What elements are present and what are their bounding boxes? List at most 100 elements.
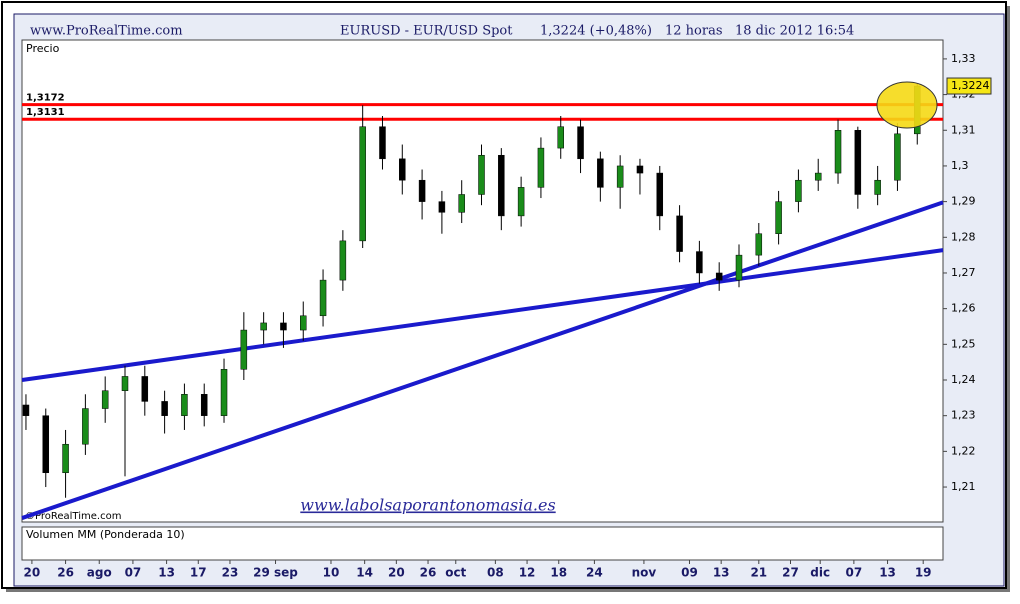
y-tick-label: 1,27 <box>951 266 976 279</box>
y-tick-label: 1,23 <box>951 409 976 422</box>
candle-body <box>82 408 89 445</box>
x-tick-label: 13 <box>713 566 730 580</box>
candle-body <box>557 126 564 149</box>
x-tick-label: 07 <box>125 566 142 580</box>
x-tick-label: 29 sep <box>253 566 298 580</box>
candle-body <box>735 254 743 281</box>
candle-body <box>22 404 30 416</box>
candle-body <box>399 158 406 181</box>
x-tick-label: 08 <box>487 566 504 580</box>
x-tick-label: 07 <box>846 566 863 580</box>
candle-body <box>894 133 901 181</box>
x-tick-label: 20 <box>388 566 405 580</box>
x-tick-label: dic <box>810 566 830 580</box>
period: 12 horas <box>665 24 723 39</box>
x-tick-label: 26 <box>57 566 74 580</box>
symbol: EURUSD - EUR/USD Spot <box>340 24 513 39</box>
x-tick-label: 26 <box>420 566 437 580</box>
last-price-label: 1,3224 <box>951 79 990 92</box>
y-tick-label: 1,25 <box>951 337 976 350</box>
candle-body <box>280 322 287 331</box>
x-tick-label: 23 <box>222 566 239 580</box>
x-tick-label: 14 <box>356 566 373 580</box>
candle-body <box>240 329 248 370</box>
candle-body <box>200 394 208 416</box>
trendline <box>21 248 944 382</box>
level-label: 1,3172 <box>26 93 65 104</box>
watermark: www.labolsaporantonomasia.es <box>300 496 555 515</box>
candle-body <box>339 240 347 281</box>
candle-body <box>141 376 149 402</box>
candle-body <box>359 126 366 242</box>
candle-body <box>478 154 485 195</box>
highlight-circle <box>876 81 938 129</box>
x-tick-label: 17 <box>190 566 207 580</box>
x-tick-label: 21 <box>750 566 767 580</box>
candle-body <box>319 279 327 317</box>
candle-body <box>834 130 842 174</box>
candle-body <box>181 394 188 416</box>
x-tick-label: 27 <box>782 566 799 580</box>
y-tick-label: 1,28 <box>951 230 976 243</box>
candle-body <box>220 369 228 416</box>
quote: 1,3224 (+0,48%) <box>540 24 652 39</box>
candle-body <box>676 215 683 252</box>
candle-body <box>498 154 505 217</box>
candle-body <box>814 172 822 181</box>
y-tick-label: 1,3 <box>951 159 969 172</box>
candle-body <box>537 147 545 188</box>
candle-body <box>101 390 109 409</box>
x-tick-label: nov <box>632 566 657 580</box>
x-tick-label: 09 <box>681 566 698 580</box>
x-tick-label: 13 <box>879 566 896 580</box>
volume-panel <box>21 526 944 561</box>
candle-body <box>517 187 525 217</box>
trendline <box>21 200 944 520</box>
x-tick-label: 13 <box>158 566 175 580</box>
chart-title: Precio <box>26 42 60 55</box>
candle-body <box>874 179 881 195</box>
date: 18 dic 2012 16:54 <box>735 24 854 39</box>
candle-body <box>260 322 267 331</box>
x-tick-label: 24 <box>586 566 603 580</box>
candle-body <box>379 126 386 160</box>
y-tick-label: 1,24 <box>951 373 976 386</box>
y-tick-label: 1,33 <box>951 52 976 65</box>
candle-body <box>42 415 50 474</box>
x-tick-label: oct <box>445 566 466 580</box>
candle-body <box>300 315 307 331</box>
y-tick-label: 1,31 <box>951 123 976 136</box>
site: www.ProRealTime.com <box>30 24 183 39</box>
candle-body <box>715 272 723 281</box>
x-tick-label: 10 <box>323 566 340 580</box>
candle-body <box>656 172 664 217</box>
candle-body <box>161 401 168 416</box>
candle-body <box>577 126 584 160</box>
x-tick-label: 20 <box>24 566 41 580</box>
y-tick-label: 1,21 <box>951 480 976 493</box>
candle-body <box>696 251 703 274</box>
last-price-box <box>946 77 992 95</box>
x-tick-label: 12 <box>519 566 536 580</box>
candle-body <box>854 130 862 195</box>
candle-body <box>121 376 129 391</box>
y-tick-label: 1,22 <box>951 444 976 457</box>
level-label: 1,3131 <box>26 107 65 118</box>
candle-body <box>62 443 69 474</box>
candle-body <box>636 165 644 174</box>
candle-body <box>795 179 802 202</box>
candle-body <box>458 194 465 213</box>
x-tick-label: 19 <box>915 566 932 580</box>
candle-body <box>616 165 624 188</box>
candle-body <box>418 179 426 202</box>
x-tick-label: 18 <box>550 566 567 580</box>
y-tick-label: 1,29 <box>951 195 976 208</box>
candle-body <box>597 158 604 188</box>
candle-body <box>755 233 763 256</box>
volume-title: Volumen MM (Ponderada 10) <box>26 528 185 541</box>
x-tick-label: ago <box>87 566 112 580</box>
plot-area <box>21 39 944 523</box>
candle-body <box>438 201 446 213</box>
candle-body <box>775 201 782 234</box>
